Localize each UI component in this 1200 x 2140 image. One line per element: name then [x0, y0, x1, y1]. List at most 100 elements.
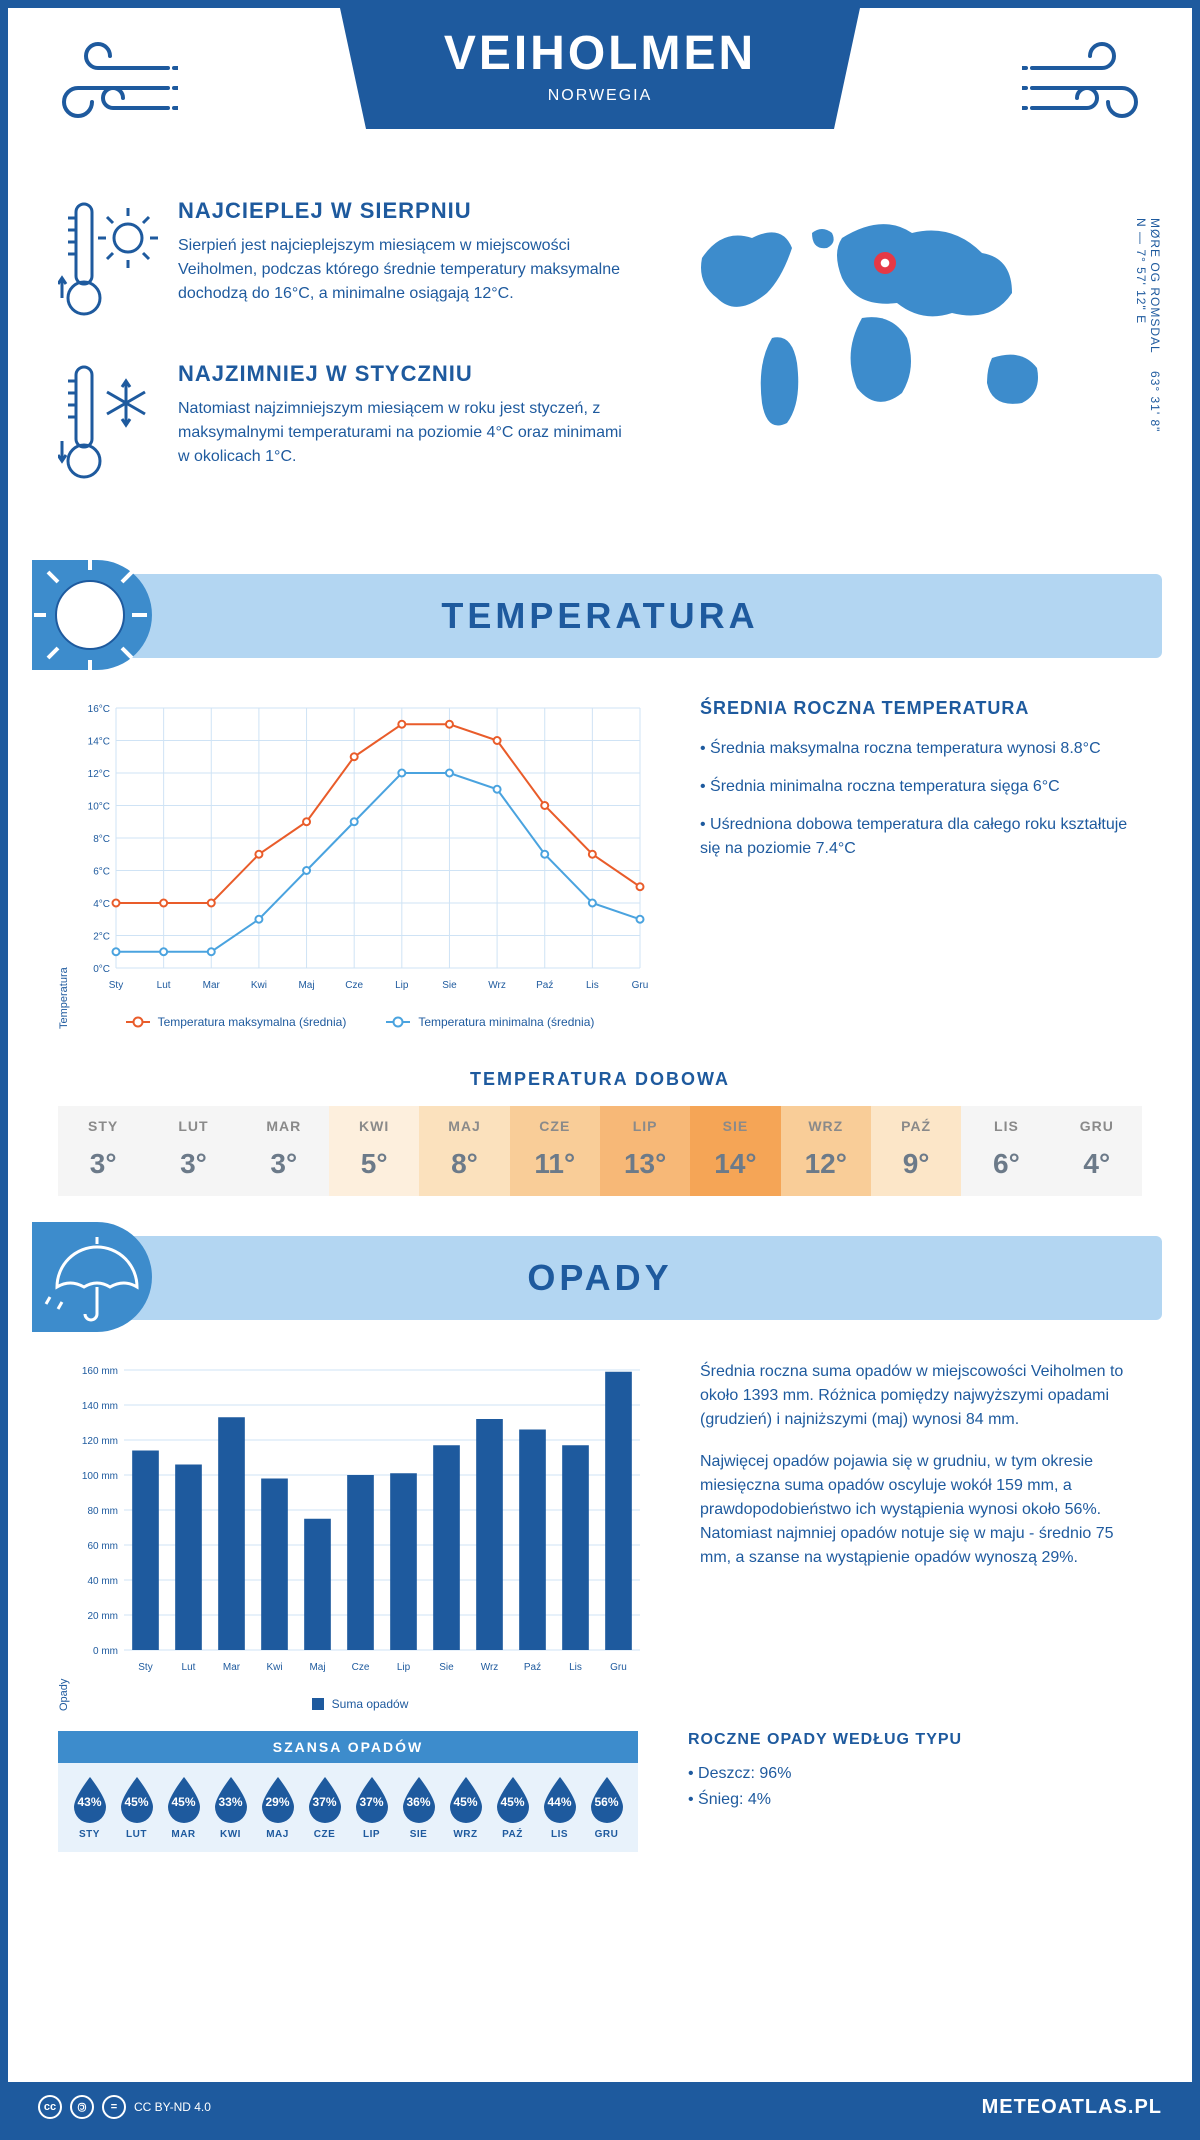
rain-chance-cell: 45%PAŹ	[489, 1775, 536, 1840]
svg-text:120 mm: 120 mm	[82, 1436, 118, 1447]
daily-temp-cell: PAŹ9°	[871, 1106, 961, 1196]
svg-text:40 mm: 40 mm	[87, 1576, 118, 1587]
svg-text:0 mm: 0 mm	[93, 1646, 118, 1657]
svg-text:Cze: Cze	[352, 1662, 370, 1673]
by-icon: 🄯	[70, 2095, 94, 2119]
svg-text:Maj: Maj	[298, 980, 314, 991]
temperature-section-header: TEMPERATURA	[38, 574, 1162, 658]
svg-text:Maj: Maj	[309, 1662, 325, 1673]
svg-text:Lis: Lis	[569, 1662, 582, 1673]
nd-icon: =	[102, 2095, 126, 2119]
svg-text:8°C: 8°C	[93, 834, 110, 845]
svg-text:160 mm: 160 mm	[82, 1366, 118, 1377]
map-pin-icon	[874, 252, 896, 274]
temp-stat-bullet: • Średnia maksymalna roczna temperatura …	[700, 737, 1142, 761]
svg-text:Lip: Lip	[395, 980, 409, 991]
rain-chance-cell: 56%GRU	[583, 1775, 630, 1840]
header-ribbon: VEIHOLMEN NORWEGIA	[340, 8, 860, 129]
legend-min: Temperatura minimalna (średnia)	[386, 1015, 594, 1029]
daily-temp-cell: MAR3°	[239, 1106, 329, 1196]
sun-icon	[32, 560, 162, 670]
temp-y-label: Temperatura	[58, 698, 70, 1029]
rain-chance-title: SZANSA OPADÓW	[58, 1731, 638, 1763]
temperature-line-chart: 0°C2°C4°C6°C8°C10°C12°C14°C16°CStyLutMar…	[70, 698, 650, 998]
warmest-text: Sierpień jest najcieplejszym miesiącem w…	[178, 234, 632, 306]
svg-text:6°C: 6°C	[93, 867, 110, 878]
svg-text:Mar: Mar	[203, 980, 221, 991]
daily-temp-cell: KWI5°	[329, 1106, 419, 1196]
precip-type-title: ROCZNE OPADY WEDŁUG TYPU	[688, 1731, 1142, 1749]
svg-text:Wrz: Wrz	[488, 980, 506, 991]
svg-text:Sie: Sie	[442, 980, 457, 991]
daily-temp-cell: LUT3°	[148, 1106, 238, 1196]
temp-stats-title: ŚREDNIA ROCZNA TEMPERATURA	[700, 698, 1142, 719]
rain-chance-cell: 43%STY	[66, 1775, 113, 1840]
warmest-title: NAJCIEPLEJ W SIERPNIU	[178, 198, 632, 224]
daily-temp-strip: STY3°LUT3°MAR3°KWI5°MAJ8°CZE11°LIP13°SIE…	[58, 1106, 1142, 1196]
svg-text:60 mm: 60 mm	[87, 1541, 118, 1552]
rain-chance-cell: 45%LUT	[113, 1775, 160, 1840]
warmest-block: NAJCIEPLEJ W SIERPNIU Sierpień jest najc…	[58, 198, 632, 333]
coldest-title: NAJZIMNIEJ W STYCZNIU	[178, 361, 632, 387]
svg-text:Lut: Lut	[157, 980, 171, 991]
daily-temp-cell: MAJ8°	[419, 1106, 509, 1196]
svg-text:Sie: Sie	[439, 1662, 454, 1673]
rain-chance-cell: 37%CZE	[301, 1775, 348, 1840]
daily-temp-cell: GRU4°	[1052, 1106, 1142, 1196]
daily-temp-cell: STY3°	[58, 1106, 148, 1196]
svg-text:Lip: Lip	[397, 1662, 411, 1673]
svg-text:16°C: 16°C	[88, 704, 110, 715]
daily-temp-cell: SIE14°	[690, 1106, 780, 1196]
svg-text:Sty: Sty	[138, 1662, 152, 1673]
svg-text:0°C: 0°C	[93, 964, 110, 975]
legend-precip: Suma opadów	[312, 1697, 409, 1711]
svg-text:Lut: Lut	[182, 1662, 196, 1673]
svg-text:Gru: Gru	[610, 1662, 627, 1673]
svg-text:14°C: 14°C	[88, 737, 110, 748]
precip-type-rain: • Deszcz: 96%	[688, 1761, 1142, 1787]
wind-icon	[38, 38, 178, 138]
svg-text:100 mm: 100 mm	[82, 1471, 118, 1482]
svg-text:4°C: 4°C	[93, 899, 110, 910]
svg-text:10°C: 10°C	[88, 802, 110, 813]
daily-temp-cell: LIS6°	[961, 1106, 1051, 1196]
precipitation-bar-chart: 0 mm20 mm40 mm60 mm80 mm100 mm120 mm140 …	[70, 1360, 650, 1680]
svg-text:Cze: Cze	[345, 980, 363, 991]
svg-text:Kwi: Kwi	[251, 980, 267, 991]
svg-text:Gru: Gru	[632, 980, 649, 991]
temp-title: TEMPERATURA	[441, 595, 758, 637]
precip-type-snow: • Śnieg: 4%	[688, 1787, 1142, 1813]
svg-text:Mar: Mar	[223, 1662, 241, 1673]
thermometer-snow-icon	[58, 361, 158, 496]
rain-chance-cell: 44%LIS	[536, 1775, 583, 1840]
svg-text:Paź: Paź	[524, 1662, 541, 1673]
rain-chance-cell: 45%MAR	[160, 1775, 207, 1840]
temp-stat-bullet: • Średnia minimalna roczna temperatura s…	[700, 775, 1142, 799]
cc-icon: cc	[38, 2095, 62, 2119]
umbrella-icon	[32, 1222, 162, 1332]
page-title: VEIHOLMEN	[340, 26, 860, 81]
svg-text:2°C: 2°C	[93, 932, 110, 943]
svg-text:Wrz: Wrz	[481, 1662, 499, 1673]
rain-chance-cell: 37%LIP	[348, 1775, 395, 1840]
svg-text:140 mm: 140 mm	[82, 1401, 118, 1412]
footer: cc 🄯 = CC BY-ND 4.0 METEOATLAS.PL	[8, 2082, 1192, 2132]
header: VEIHOLMEN NORWEGIA	[8, 8, 1192, 188]
wind-icon	[1022, 38, 1162, 138]
coldest-text: Natomiast najzimniejszym miesiącem w rok…	[178, 397, 632, 469]
precipitation-section-header: OPADY	[38, 1236, 1162, 1320]
coordinates: MØRE OG ROMSDAL 63° 31' 8" N — 7° 57' 12…	[1134, 218, 1162, 438]
daily-temp-cell: CZE11°	[510, 1106, 600, 1196]
footer-brand: METEOATLAS.PL	[982, 2096, 1162, 2119]
precip-title: OPADY	[527, 1257, 672, 1299]
temp-stat-bullet: • Uśredniona dobowa temperatura dla całe…	[700, 813, 1142, 861]
coldest-block: NAJZIMNIEJ W STYCZNIU Natomiast najzimni…	[58, 361, 632, 496]
rain-chance-cell: 29%MAJ	[254, 1775, 301, 1840]
svg-text:Lis: Lis	[586, 980, 599, 991]
daily-temp-title: TEMPERATURA DOBOWA	[8, 1069, 1192, 1090]
precip-y-label: Opady	[58, 1360, 70, 1711]
svg-text:Kwi: Kwi	[266, 1662, 282, 1673]
legend-max: Temperatura maksymalna (średnia)	[126, 1015, 347, 1029]
rain-chance-panel: SZANSA OPADÓW 43%STY45%LUT45%MAR33%KWI29…	[58, 1731, 638, 1852]
precip-text-1: Średnia roczna suma opadów w miejscowośc…	[700, 1360, 1142, 1432]
